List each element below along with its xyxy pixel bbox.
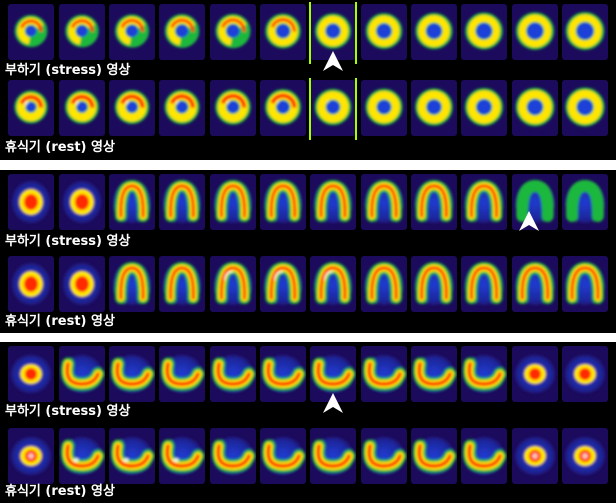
rest-slice-short-axis [108, 80, 155, 136]
rest-slice-short-axis [259, 80, 306, 136]
defect-arrow-icon [321, 50, 345, 72]
rest-strip-short-axis [6, 78, 610, 140]
rest-slice-short-axis [8, 80, 55, 136]
slice-marker-line [309, 78, 312, 140]
rest-slice-horizontal-long-axis [410, 428, 457, 484]
stress-slice-short-axis [310, 4, 357, 60]
stress-slice-horizontal-long-axis [410, 346, 457, 402]
stress-slice-short-axis [209, 4, 256, 60]
defect-arrow-icon [517, 210, 541, 232]
stress-slice-horizontal-long-axis [461, 346, 508, 402]
stress-slice-vertical-long-axis [108, 174, 155, 230]
rest-slice-short-axis [209, 80, 256, 136]
stress-caption-vertical-long-axis: 부하기 (stress) 영상 [5, 234, 131, 249]
stress-slice-horizontal-long-axis [561, 346, 608, 402]
rest-strip-vertical-long-axis [6, 256, 610, 312]
rest-caption-short-axis: 휴식기 (rest) 영상 [5, 140, 115, 155]
stress-slice-vertical-long-axis [159, 174, 206, 230]
stress-slice-horizontal-long-axis [8, 346, 55, 402]
stress-slice-short-axis [159, 4, 206, 60]
stress-slice-short-axis [461, 4, 508, 60]
stress-caption-short-axis: 부하기 (stress) 영상 [5, 63, 131, 78]
rest-slice-short-axis [58, 80, 105, 136]
rest-slice-vertical-long-axis [511, 256, 558, 312]
rest-slice-short-axis [511, 80, 558, 136]
rest-slice-horizontal-long-axis [310, 428, 357, 484]
rest-slice-horizontal-long-axis [159, 428, 206, 484]
rest-slice-horizontal-long-axis [58, 428, 105, 484]
stress-slice-vertical-long-axis [8, 174, 55, 230]
stress-slice-horizontal-long-axis [259, 346, 306, 402]
rest-slice-short-axis [159, 80, 206, 136]
stress-slice-vertical-long-axis [410, 174, 457, 230]
rest-slice-vertical-long-axis [561, 256, 608, 312]
rest-slice-vertical-long-axis [410, 256, 457, 312]
stress-slice-vertical-long-axis [209, 174, 256, 230]
rest-slice-short-axis [461, 80, 508, 136]
panel-short-axis: 부하기 (stress) 영상 휴식기 (rest) 영상 [0, 0, 616, 160]
stress-slice-short-axis [108, 4, 155, 60]
stress-slice-vertical-long-axis [511, 174, 558, 230]
rest-slice-short-axis [360, 80, 407, 136]
rest-slice-short-axis [410, 80, 457, 136]
stress-slice-vertical-long-axis [561, 174, 608, 230]
rest-slice-horizontal-long-axis [461, 428, 508, 484]
stress-slice-horizontal-long-axis [159, 346, 206, 402]
rest-slice-vertical-long-axis [461, 256, 508, 312]
stress-slice-horizontal-long-axis [58, 346, 105, 402]
rest-slice-horizontal-long-axis [561, 428, 608, 484]
rest-slice-vertical-long-axis [259, 256, 306, 312]
slice-marker-line [309, 2, 312, 64]
rest-caption-horizontal-long-axis: 휴식기 (rest) 영상 [5, 484, 115, 499]
panel-horizontal-long-axis: 부하기 (stress) 영상 휴식기 (rest) 영상 [0, 342, 616, 503]
stress-slice-short-axis [410, 4, 457, 60]
rest-slice-horizontal-long-axis [8, 428, 55, 484]
stress-slice-vertical-long-axis [461, 174, 508, 230]
rest-strip-horizontal-long-axis [6, 428, 610, 484]
rest-slice-short-axis [310, 80, 357, 136]
panel-vertical-long-axis: 부하기 (stress) 영상 휴식기 (rest) 영상 [0, 170, 616, 333]
rest-slice-horizontal-long-axis [259, 428, 306, 484]
stress-caption-horizontal-long-axis: 부하기 (stress) 영상 [5, 404, 131, 419]
rest-slice-horizontal-long-axis [360, 428, 407, 484]
stress-slice-short-axis [360, 4, 407, 60]
stress-slice-vertical-long-axis [310, 174, 357, 230]
stress-slice-short-axis [561, 4, 608, 60]
stress-slice-horizontal-long-axis [360, 346, 407, 402]
stress-slice-short-axis [8, 4, 55, 60]
stress-slice-vertical-long-axis [58, 174, 105, 230]
rest-caption-vertical-long-axis: 휴식기 (rest) 영상 [5, 314, 115, 329]
slice-marker-line [355, 2, 358, 64]
stress-strip-horizontal-long-axis [6, 346, 610, 413]
rest-slice-vertical-long-axis [310, 256, 357, 312]
rest-slice-vertical-long-axis [209, 256, 256, 312]
stress-slice-horizontal-long-axis [310, 346, 357, 402]
stress-slice-horizontal-long-axis [511, 346, 558, 402]
stress-slice-short-axis [511, 4, 558, 60]
rest-slice-vertical-long-axis [8, 256, 55, 312]
defect-arrow-icon [321, 392, 345, 414]
rest-slice-short-axis [561, 80, 608, 136]
rest-slice-vertical-long-axis [159, 256, 206, 312]
stress-strip-short-axis [6, 2, 610, 71]
rest-slice-vertical-long-axis [360, 256, 407, 312]
stress-slice-horizontal-long-axis [108, 346, 155, 402]
stress-strip-vertical-long-axis [6, 174, 610, 232]
rest-slice-horizontal-long-axis [511, 428, 558, 484]
stress-slice-short-axis [58, 4, 105, 60]
slice-marker-line [355, 78, 358, 140]
rest-slice-horizontal-long-axis [209, 428, 256, 484]
rest-slice-horizontal-long-axis [108, 428, 155, 484]
stress-slice-vertical-long-axis [259, 174, 306, 230]
stress-slice-vertical-long-axis [360, 174, 407, 230]
stress-slice-horizontal-long-axis [209, 346, 256, 402]
stress-slice-short-axis [259, 4, 306, 60]
rest-slice-vertical-long-axis [58, 256, 105, 312]
rest-slice-vertical-long-axis [108, 256, 155, 312]
